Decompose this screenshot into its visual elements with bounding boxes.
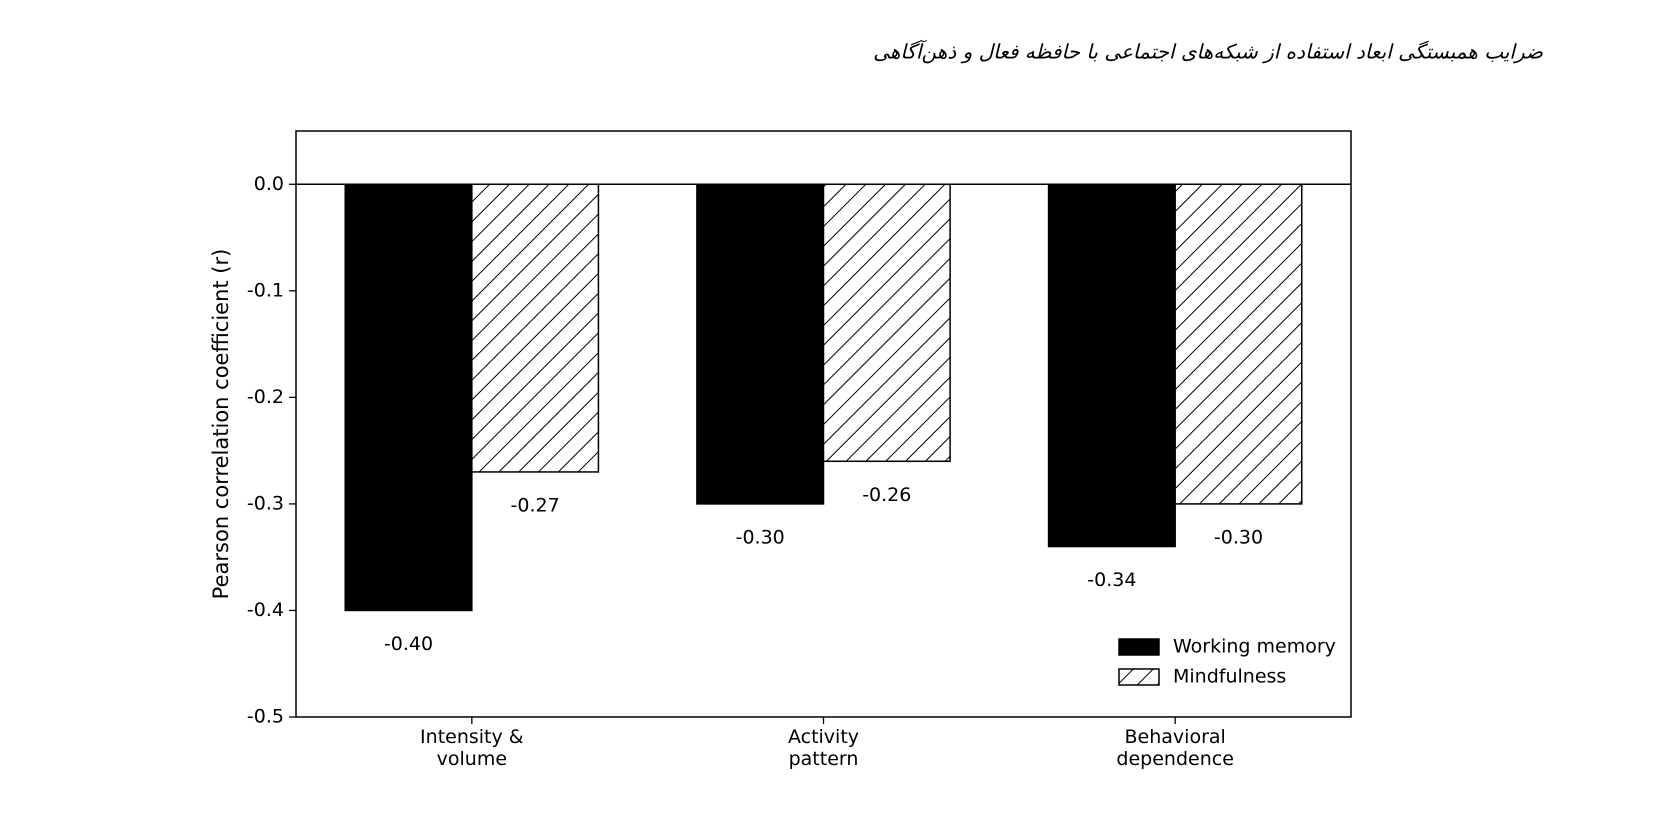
chart-title: ضرایب همبستگی ابعاد استفاده از شبکه‌های … bbox=[873, 40, 1544, 64]
y-tick-label: -0.1 bbox=[247, 279, 284, 301]
value-label: -0.34 bbox=[1087, 569, 1136, 591]
legend-swatch bbox=[1118, 638, 1160, 656]
value-label: -0.27 bbox=[511, 494, 560, 516]
y-axis-label: Pearson correlation coefficient (r) bbox=[209, 249, 233, 600]
y-tick-label: 0.0 bbox=[254, 173, 284, 195]
bar bbox=[471, 183, 600, 473]
legend-label: Working memory bbox=[1173, 636, 1336, 658]
bar bbox=[344, 183, 473, 612]
x-tick-label: Intensity & volume bbox=[420, 726, 524, 770]
value-label: -0.26 bbox=[862, 484, 911, 506]
y-tick-label: -0.4 bbox=[247, 599, 284, 621]
plot-frame bbox=[295, 130, 1352, 718]
value-label: -0.30 bbox=[1214, 526, 1263, 548]
y-tick-label: -0.2 bbox=[247, 386, 284, 408]
y-tick-label: -0.3 bbox=[247, 492, 284, 514]
legend-label: Mindfulness bbox=[1173, 666, 1286, 688]
value-label: -0.30 bbox=[736, 526, 785, 548]
bar bbox=[822, 183, 951, 463]
x-tick-label: Behavioral dependence bbox=[1116, 726, 1233, 770]
legend-swatch bbox=[1118, 668, 1160, 686]
bar bbox=[1174, 183, 1303, 505]
bar bbox=[696, 183, 825, 505]
value-label: -0.40 bbox=[384, 633, 433, 655]
y-tick-label: -0.5 bbox=[247, 706, 284, 728]
bar bbox=[1047, 183, 1176, 548]
x-tick-label: Activity pattern bbox=[788, 726, 859, 770]
